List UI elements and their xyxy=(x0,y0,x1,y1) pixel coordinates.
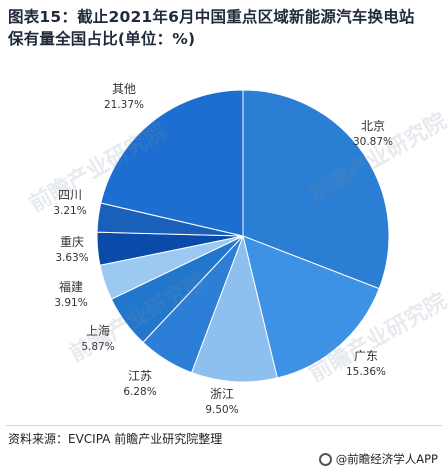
slice-value-北京: 30.87% xyxy=(353,136,393,148)
pie-slice-广东 xyxy=(242,235,380,379)
source-note: 资料来源：EVCIPA 前瞻产业研究院整理 xyxy=(8,432,223,446)
slice-value-浙江: 9.50% xyxy=(205,404,238,416)
slice-label-福建: 福建 xyxy=(59,279,83,294)
chart-title: 图表15：截止2021年6月中国重点区域新能源汽车换电站 保有量全国占比(单位：… xyxy=(8,6,440,50)
slice-label-重庆: 重庆 xyxy=(60,235,84,249)
pie-slice-浙江 xyxy=(190,234,278,383)
footer-divider xyxy=(6,425,442,426)
slice-label-北京: 北京 xyxy=(361,119,385,133)
brand-credit: @前瞻经济学人APP xyxy=(318,451,438,467)
slice-value-其他: 21.37% xyxy=(104,99,144,111)
chart-title-line-2: 保有量全国占比(单位：%) xyxy=(8,30,196,48)
slice-value-江苏: 6.28% xyxy=(123,386,156,398)
pie-slice-其他 xyxy=(100,89,244,237)
slice-label-广东: 广东 xyxy=(354,349,378,363)
slice-value-四川: 3.21% xyxy=(53,205,86,217)
slice-label-上海: 上海 xyxy=(86,323,110,338)
slice-label-其他: 其他 xyxy=(112,82,136,96)
slice-value-重庆: 3.63% xyxy=(55,252,88,264)
slice-value-福建: 3.91% xyxy=(54,297,87,309)
pie-slice-北京 xyxy=(242,89,390,290)
brand-label: @前瞻经济学人APP xyxy=(335,452,438,466)
slice-label-四川: 四川 xyxy=(58,188,82,202)
brand-logo-icon xyxy=(318,452,332,466)
slice-value-广东: 15.36% xyxy=(346,366,386,378)
slice-value-上海: 5.87% xyxy=(81,341,114,353)
slice-label-江苏: 江苏 xyxy=(128,369,152,383)
chart-title-line-1: 图表15：截止2021年6月中国重点区域新能源汽车换电站 xyxy=(8,8,415,26)
slice-label-浙江: 浙江 xyxy=(210,387,234,401)
